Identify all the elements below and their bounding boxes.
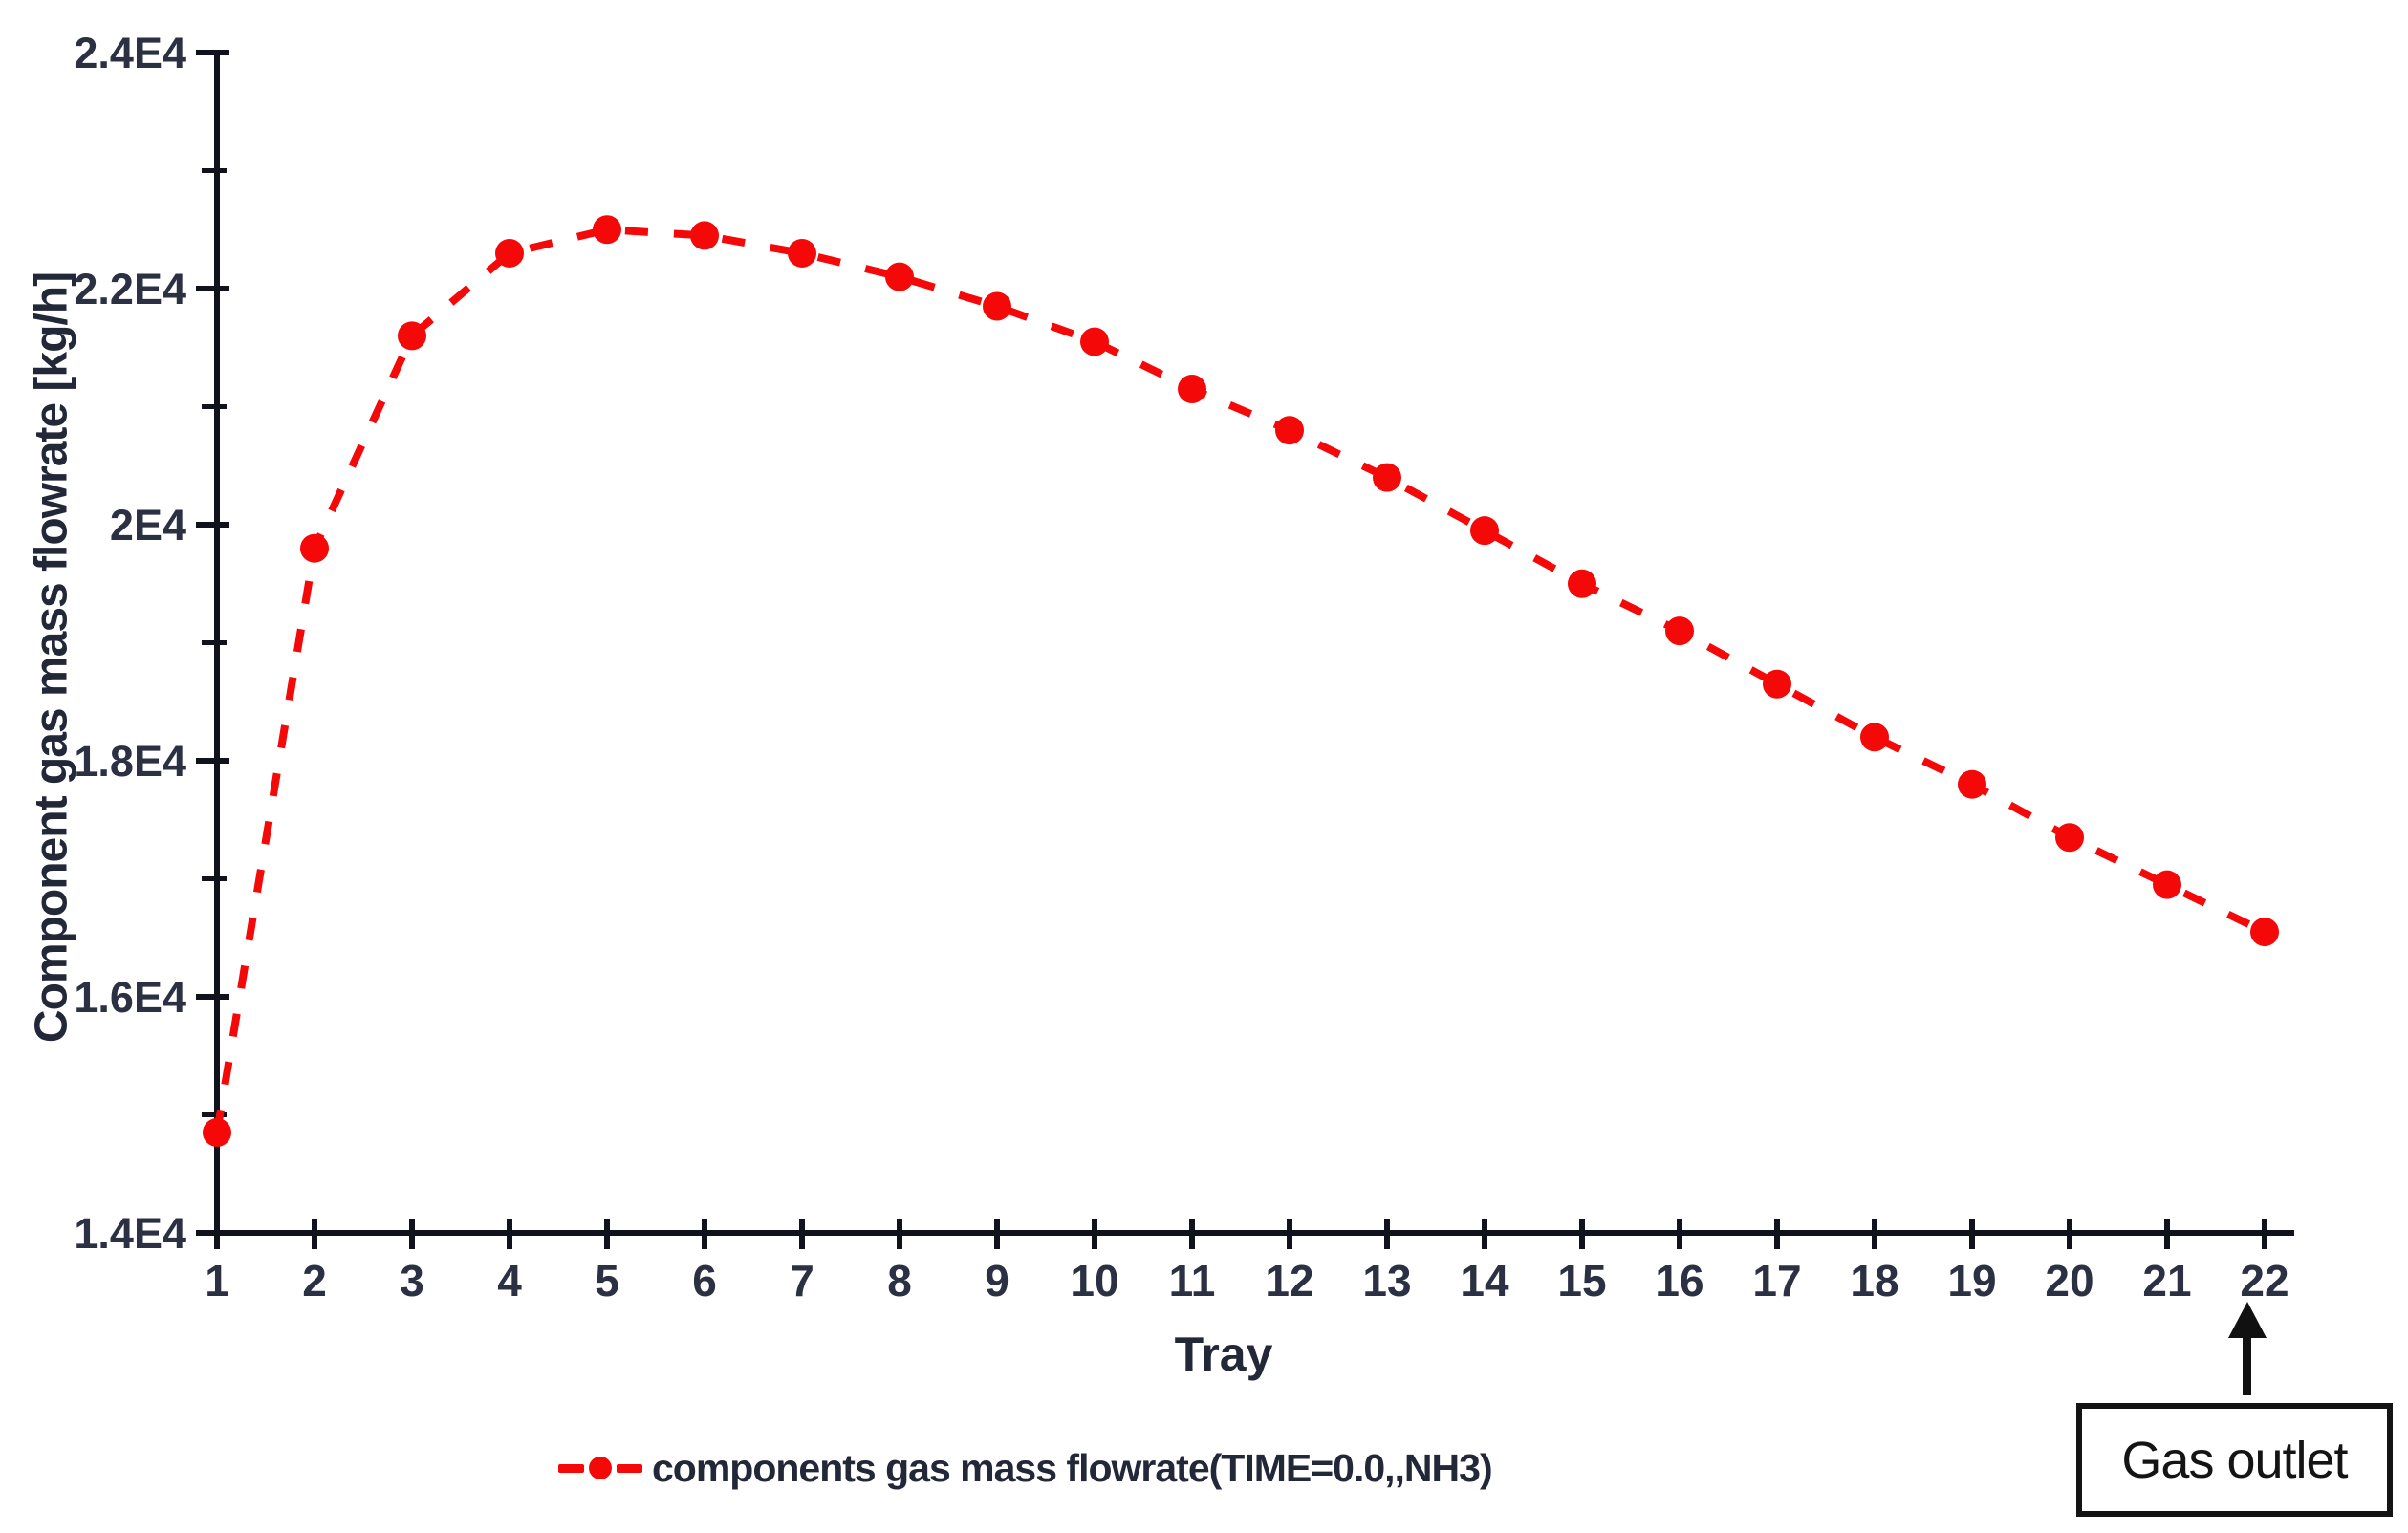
y-tick-label-1.8E4: 1.8E4 bbox=[74, 737, 186, 786]
data-point-tray-22 bbox=[2250, 918, 2279, 947]
x-tick-label-2: 2 bbox=[302, 1256, 327, 1306]
x-tick-label-21: 21 bbox=[2142, 1256, 2191, 1306]
data-point-tray-10 bbox=[1080, 327, 1109, 356]
data-point-tray-13 bbox=[1373, 463, 1401, 492]
legend-dash-icon bbox=[617, 1463, 642, 1473]
x-tick-label-1: 1 bbox=[205, 1256, 229, 1306]
data-point-tray-16 bbox=[1665, 616, 1694, 646]
y-axis-title: Component gas mass flowrate [kg/h] bbox=[26, 271, 77, 1044]
x-tick-label-7: 7 bbox=[790, 1256, 814, 1306]
y-tick-label-1.6E4: 1.6E4 bbox=[74, 973, 186, 1022]
x-tick-label-10: 10 bbox=[1070, 1256, 1118, 1306]
gas-outlet-label: Gas outlet bbox=[2121, 1431, 2348, 1489]
x-tick-label-5: 5 bbox=[595, 1256, 619, 1306]
gas-outlet-arrow-stem bbox=[2243, 1336, 2251, 1395]
x-tick-label-18: 18 bbox=[1850, 1256, 1898, 1306]
x-tick-label-16: 16 bbox=[1655, 1256, 1703, 1306]
y-tick-label-2.2E4: 2.2E4 bbox=[74, 265, 186, 313]
data-point-tray-9 bbox=[983, 291, 1011, 321]
data-point-tray-14 bbox=[1470, 516, 1499, 546]
legend-marker-icon bbox=[589, 1457, 612, 1479]
data-point-tray-18 bbox=[1860, 723, 1889, 752]
data-point-tray-2 bbox=[300, 533, 329, 563]
data-point-tray-21 bbox=[2153, 870, 2181, 899]
data-point-tray-4 bbox=[495, 238, 524, 268]
x-tick-label-19: 19 bbox=[1947, 1256, 1996, 1306]
x-tick-label-13: 13 bbox=[1362, 1256, 1411, 1306]
x-tick-label-14: 14 bbox=[1460, 1256, 1509, 1306]
data-point-tray-6 bbox=[690, 221, 719, 250]
y-tick-label-2E4: 2E4 bbox=[110, 501, 186, 550]
data-point-tray-17 bbox=[1763, 669, 1791, 699]
x-tick-label-22: 22 bbox=[2240, 1256, 2289, 1306]
x-tick-label-17: 17 bbox=[1752, 1256, 1801, 1306]
data-point-tray-19 bbox=[1958, 769, 1986, 799]
legend-dash-icon bbox=[558, 1463, 584, 1473]
y-tick-label-1.4E4: 1.4E4 bbox=[74, 1209, 186, 1258]
series-dashed-line bbox=[213, 226, 2267, 1134]
x-tick-label-4: 4 bbox=[497, 1256, 522, 1306]
data-point-tray-5 bbox=[593, 215, 621, 245]
x-tick-label-11: 11 bbox=[1169, 1256, 1216, 1306]
data-point-tray-20 bbox=[2055, 823, 2084, 853]
x-tick-label-8: 8 bbox=[887, 1256, 912, 1306]
x-tick-label-20: 20 bbox=[2045, 1256, 2093, 1306]
x-axis-title: Tray bbox=[1174, 1328, 1273, 1381]
data-point-tray-8 bbox=[885, 262, 914, 291]
data-point-tray-1 bbox=[203, 1118, 231, 1148]
x-tick-label-15: 15 bbox=[1557, 1256, 1606, 1306]
data-point-tray-7 bbox=[788, 238, 816, 268]
legend: components gas mass flowrate(TIME=0.0,,N… bbox=[558, 1436, 1493, 1500]
x-tick-label-12: 12 bbox=[1265, 1256, 1313, 1306]
data-point-tray-15 bbox=[1568, 569, 1596, 598]
gas-outlet-arrowhead-icon bbox=[2228, 1302, 2267, 1338]
legend-label: components gas mass flowrate(TIME=0.0,,N… bbox=[652, 1445, 1493, 1490]
x-tick-label-9: 9 bbox=[985, 1256, 1009, 1306]
x-tick-label-3: 3 bbox=[400, 1256, 424, 1306]
data-point-tray-11 bbox=[1178, 374, 1206, 403]
data-point-tray-3 bbox=[398, 321, 426, 351]
x-tick-label-6: 6 bbox=[692, 1256, 717, 1306]
y-tick-label-2.4E4: 2.4E4 bbox=[74, 29, 186, 77]
data-point-tray-12 bbox=[1275, 416, 1304, 445]
gas-outlet-annotation: Gas outlet bbox=[2076, 1403, 2393, 1517]
